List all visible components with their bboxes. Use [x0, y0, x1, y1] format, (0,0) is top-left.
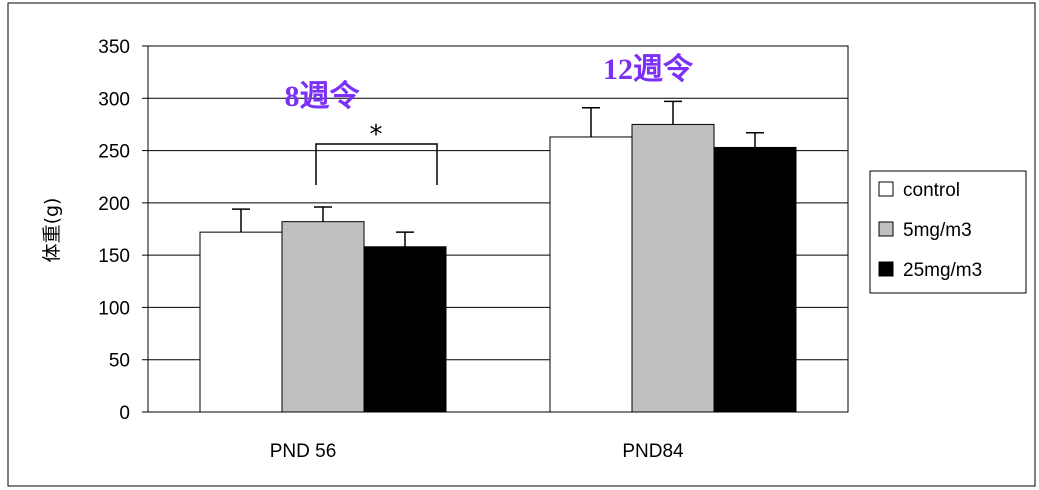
bar-control-1 [549, 136, 633, 413]
error-bars [232, 100, 764, 247]
y-tick-label: 350 [98, 37, 130, 58]
legend-box [869, 170, 1027, 294]
bar-5mgm3-0 [281, 221, 365, 413]
legend-swatch-control [878, 181, 894, 197]
chart-border [7, 2, 1036, 487]
y-tick-label: 0 [119, 403, 130, 424]
group1-annotation: 8週令 [285, 79, 361, 113]
legend-label-5mg: 5mg/m3 [903, 220, 972, 241]
legend-swatch-5mg [878, 221, 894, 237]
legend: control 5mg/m3 25mg/m3 [869, 170, 1027, 294]
y-tick-label: 100 [98, 298, 130, 319]
legend-swatch-25mg [878, 261, 894, 277]
significance-bracket [315, 143, 438, 185]
y-tick-label: 250 [98, 142, 130, 163]
significance-marker: * [370, 120, 383, 150]
bar-5mgm3-1 [631, 123, 715, 413]
group2-annotation: 12週令 [603, 52, 694, 86]
y-tick-label: 50 [109, 351, 130, 372]
bar-25mgm3-0 [363, 246, 447, 413]
x-category-label: PND 56 [270, 441, 337, 462]
legend-label-control: control [903, 180, 960, 201]
y-tick-label: 300 [98, 89, 130, 110]
x-category-label: PND84 [622, 441, 684, 462]
x-axis-categories: PND 56 PND84 [270, 441, 684, 462]
y-axis-label: 体重(g) [41, 198, 63, 263]
y-tick-label: 150 [98, 246, 130, 267]
y-axis-ticks: 0 50 100 150 200 250 300 350 [98, 37, 148, 424]
legend-label-25mg: 25mg/m3 [903, 260, 982, 281]
bar-25mgm3-1 [713, 146, 797, 413]
bars [199, 123, 797, 413]
bar-control-0 [199, 231, 283, 413]
y-tick-label: 200 [98, 194, 130, 215]
